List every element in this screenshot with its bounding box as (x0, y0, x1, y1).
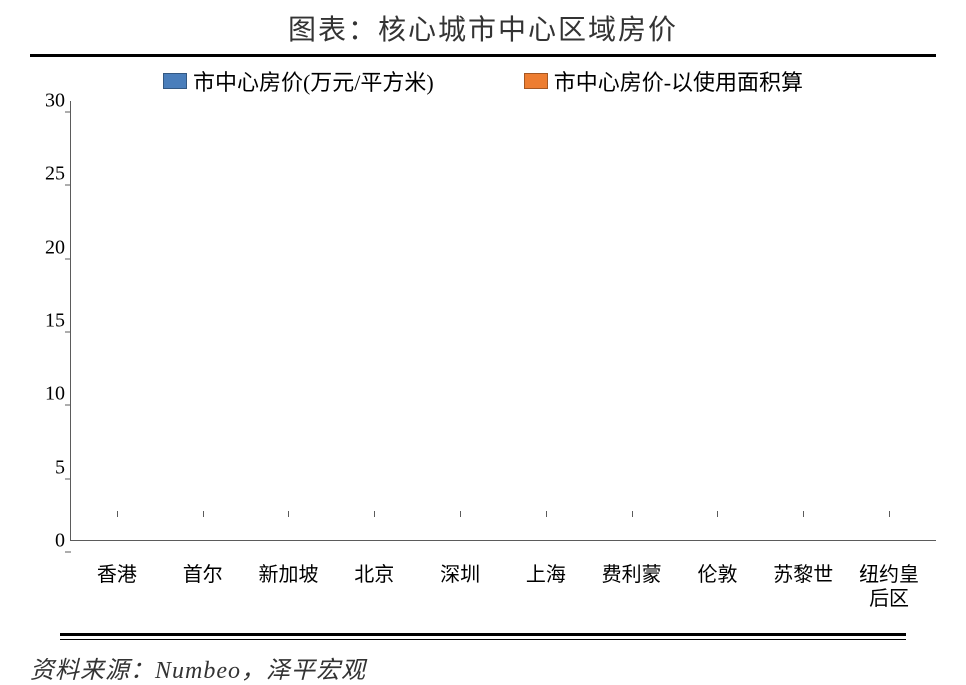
x-axis-label: 苏黎世 (760, 563, 846, 611)
plot-area: 051015202530 香港首尔新加坡北京深圳上海费利蒙伦敦苏黎世纽约皇 后区 (70, 101, 936, 571)
x-tick-mark (889, 511, 890, 517)
y-tick-label: 25 (25, 163, 65, 186)
x-tick-mark (374, 511, 375, 517)
x-tick-mark (632, 511, 633, 517)
y-tick-label: 10 (25, 383, 65, 406)
legend-swatch-1 (163, 73, 187, 89)
legend-item-1: 市中心房价(万元/平方米) (163, 65, 434, 97)
x-axis-label: 费利蒙 (589, 563, 675, 611)
y-tick-label: 5 (25, 456, 65, 479)
legend-item-2: 市中心房价-以使用面积算 (524, 65, 803, 97)
x-labels: 香港首尔新加坡北京深圳上海费利蒙伦敦苏黎世纽约皇 后区 (70, 563, 936, 611)
x-axis-label: 新加坡 (246, 563, 332, 611)
y-axis: 051015202530 (25, 101, 65, 541)
legend: 市中心房价(万元/平方米) 市中心房价-以使用面积算 (0, 57, 966, 101)
y-tick-label: 20 (25, 236, 65, 259)
x-axis-label: 上海 (503, 563, 589, 611)
x-tick-mark (717, 511, 718, 517)
legend-swatch-2 (524, 73, 548, 89)
legend-label-1: 市中心房价(万元/平方米) (193, 65, 434, 97)
chart-title: 图表：核心城市中心区域房价 (0, 0, 966, 54)
y-tick-label: 30 (25, 90, 65, 113)
x-axis-label: 纽约皇 后区 (846, 563, 932, 611)
x-tick-mark (288, 511, 289, 517)
x-axis-label: 深圳 (417, 563, 503, 611)
legend-label-2: 市中心房价-以使用面积算 (554, 65, 803, 97)
y-tick-label: 15 (25, 310, 65, 333)
x-axis-label: 伦敦 (675, 563, 761, 611)
bars-region (70, 101, 936, 541)
x-axis-label: 北京 (331, 563, 417, 611)
source-row: 资料来源：Numbeo，泽平宏观 (30, 633, 936, 685)
chart-container: 图表：核心城市中心区域房价 市中心房价(万元/平方米) 市中心房价-以使用面积算… (0, 0, 966, 677)
x-axis-label: 香港 (74, 563, 160, 611)
x-tick-mark (803, 511, 804, 517)
source-text: 资料来源：Numbeo，泽平宏观 (30, 640, 936, 685)
x-tick-mark (117, 511, 118, 517)
y-tick-label: 0 (25, 530, 65, 553)
x-tick-mark (460, 511, 461, 517)
x-tick-mark (546, 511, 547, 517)
x-tick-mark (203, 511, 204, 517)
x-axis-label: 首尔 (160, 563, 246, 611)
